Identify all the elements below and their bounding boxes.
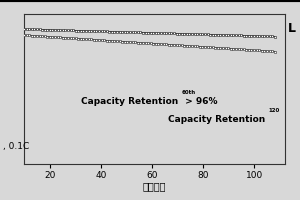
Text: > 96%: > 96% xyxy=(182,97,217,106)
Text: L: L xyxy=(288,22,296,36)
X-axis label: 循环圈数: 循环圈数 xyxy=(143,181,166,191)
Text: , 0.1C: , 0.1C xyxy=(3,142,29,150)
Text: 120: 120 xyxy=(268,108,279,112)
Text: 60th: 60th xyxy=(182,90,196,95)
Text: Capacity Retention: Capacity Retention xyxy=(81,97,179,106)
Text: Capacity Retention: Capacity Retention xyxy=(168,114,265,123)
